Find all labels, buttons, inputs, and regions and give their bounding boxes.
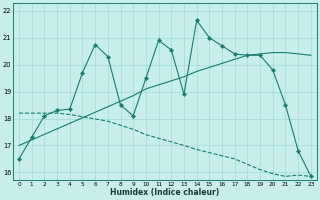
X-axis label: Humidex (Indice chaleur): Humidex (Indice chaleur) — [110, 188, 220, 197]
